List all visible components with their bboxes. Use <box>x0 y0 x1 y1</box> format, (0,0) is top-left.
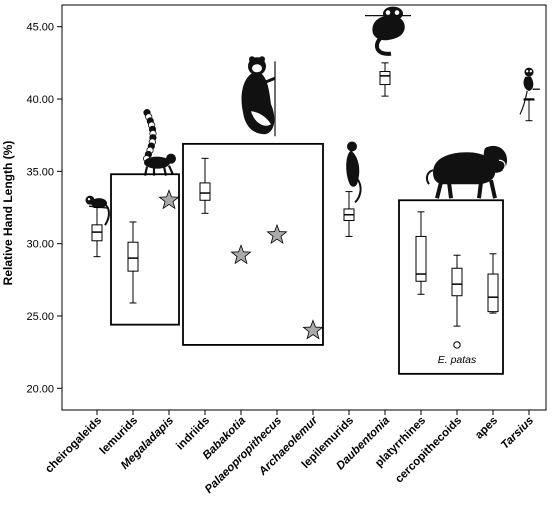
icon-part <box>264 76 276 84</box>
fossil-star <box>302 319 324 340</box>
outlier-label: E. patas <box>438 354 477 366</box>
y-tick-label: 35.00 <box>26 166 54 178</box>
icon-part <box>498 159 506 171</box>
icon-part <box>425 169 434 185</box>
mouse-lemur-icon <box>85 195 110 226</box>
icon-part <box>104 204 110 226</box>
icon-part <box>249 56 255 63</box>
box <box>379 71 391 86</box>
icon-part <box>435 179 497 199</box>
baboon-icon <box>425 145 507 199</box>
x-tick-label: cercopithecoids <box>393 415 464 486</box>
indri-icon <box>241 56 276 137</box>
point-layer: E. patas <box>158 189 477 366</box>
fossil-star <box>266 223 288 244</box>
group-frame <box>182 142 324 346</box>
group-frame <box>398 199 504 375</box>
icon-part <box>251 111 271 126</box>
x-tick-label: apes <box>473 415 500 442</box>
icon-part <box>372 15 405 41</box>
sportive-lemur-icon <box>346 141 362 204</box>
axis-layer: 20.00 25.00 30.00 35.00 40.00 45.00 cheirogale… <box>26 22 536 496</box>
icon-part <box>394 10 400 15</box>
icon-part <box>524 67 534 77</box>
plot-frame-layer <box>61 4 547 411</box>
icon-part <box>85 195 95 205</box>
tarsier-icon <box>519 67 540 115</box>
icon-part <box>252 64 262 73</box>
box <box>199 182 211 201</box>
icon-part <box>374 36 392 56</box>
group-frame <box>110 173 180 326</box>
icon-part <box>383 6 403 21</box>
icon-part <box>523 76 534 92</box>
icon-part <box>87 197 91 201</box>
icon-part <box>166 153 176 164</box>
icon-part <box>143 165 175 176</box>
icon-part <box>354 177 362 204</box>
x-tick-label: cheirogaleids <box>43 415 104 476</box>
icon-part <box>259 56 265 63</box>
fossil-star <box>230 244 252 265</box>
aye-aye-icon <box>365 6 411 56</box>
silhouette-layer <box>85 6 540 226</box>
y-tick-label: 30.00 <box>26 239 54 251</box>
icon-part <box>91 198 107 209</box>
box <box>127 241 139 272</box>
icon-part <box>433 152 496 185</box>
y-tick-label: 25.00 <box>26 311 54 323</box>
icon-part <box>144 156 170 169</box>
icon-part <box>519 90 528 115</box>
icon-part <box>385 10 391 15</box>
y-axis-title: Relative Hand Length (%) <box>1 141 15 286</box>
box <box>415 235 427 282</box>
box <box>487 273 499 313</box>
icon-part <box>346 150 360 187</box>
ring-tailed-lemur-icon <box>143 109 176 176</box>
box <box>451 267 463 297</box>
y-tick-label: 20.00 <box>26 383 54 395</box>
x-tick-label: Tarsius <box>499 415 536 452</box>
icon-part <box>347 141 357 152</box>
icon-part <box>483 145 507 173</box>
plot-frame <box>61 4 547 411</box>
icon-part <box>529 70 532 73</box>
boxplot-layer <box>91 62 535 327</box>
fossil-star <box>158 189 180 210</box>
group-frame-layer <box>110 142 504 375</box>
icon-part <box>526 70 529 73</box>
y-tick-label: 40.00 <box>26 94 54 106</box>
outlier-point <box>453 341 461 349</box>
y-tick-label: 45.00 <box>26 22 54 34</box>
